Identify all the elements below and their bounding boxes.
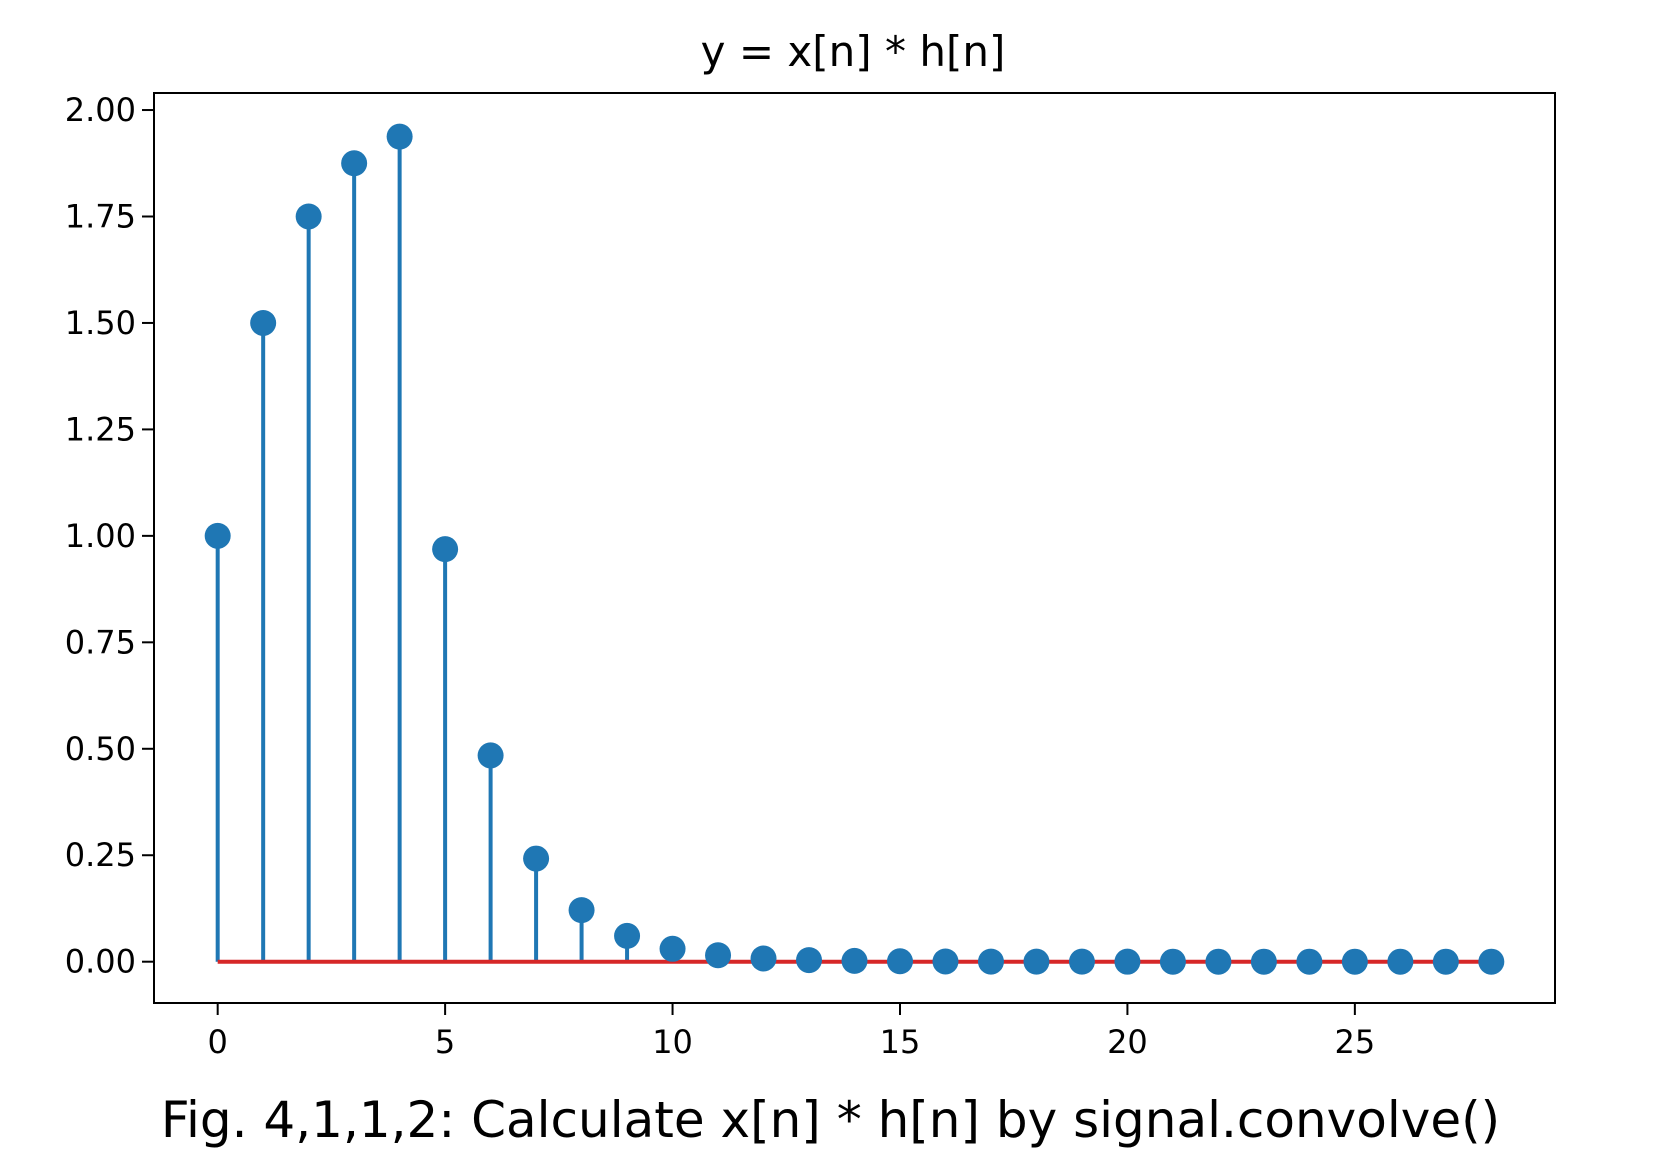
y-tick-label: 0.50: [65, 730, 136, 768]
y-tick-label: 1.00: [65, 517, 136, 555]
stem-marker: [1432, 948, 1459, 975]
plot-frame: [153, 92, 1556, 1004]
stem-marker: [841, 947, 868, 974]
stem-marker: [1387, 948, 1414, 975]
stem-marker: [1023, 948, 1050, 975]
figure-caption: Fig. 4,1,1,2: Calculate x[n] * h[n] by s…: [160, 1091, 1501, 1149]
stem-marker: [750, 945, 777, 972]
stem-marker: [477, 742, 504, 769]
stem-marker: [432, 536, 459, 563]
stem-marker: [1159, 948, 1186, 975]
stem-marker: [614, 922, 641, 949]
stem-marker: [386, 123, 413, 150]
y-tick-label: 1.25: [65, 410, 136, 448]
stem-marker: [523, 845, 550, 872]
stem-marker: [1068, 948, 1095, 975]
stem-marker: [204, 522, 231, 549]
x-tick-label: 10: [652, 1023, 693, 1061]
stem-marker: [705, 942, 732, 969]
stem-marker: [932, 948, 959, 975]
x-tick-label: 15: [880, 1023, 921, 1061]
stem-marker: [1296, 948, 1323, 975]
stem-marker: [886, 948, 913, 975]
x-tick-label: 0: [208, 1023, 228, 1061]
x-tick-label: 20: [1107, 1023, 1148, 1061]
y-axis: 0.00 0.25 0.50 0.75 1.00 1.25 1.50 1.75 2.00: [65, 91, 154, 981]
stem-marker: [1478, 948, 1505, 975]
stem-marker: [1250, 948, 1277, 975]
stem-lines: [215, 136, 1494, 962]
stem-marker: [295, 203, 322, 230]
stem-marker: [1205, 948, 1232, 975]
stem-marker: [250, 309, 277, 336]
y-tick-label: 1.75: [65, 197, 136, 235]
stem-marker: [568, 897, 595, 924]
stem-marker: [977, 948, 1004, 975]
y-tick-label: 1.50: [65, 304, 136, 342]
y-tick-label: 2.00: [65, 91, 136, 129]
stem-marker: [1114, 948, 1141, 975]
stem-marker: [1341, 948, 1368, 975]
stem-marker: [659, 935, 686, 962]
stem-marker: [796, 947, 823, 974]
x-axis: 0 5 10 15 20 25: [208, 1003, 1375, 1061]
y-tick-label: 0.75: [65, 623, 136, 661]
chart-title: y = x[n] * h[n]: [701, 27, 1006, 76]
stem-markers: [204, 123, 1505, 975]
x-tick-label: 5: [435, 1023, 455, 1061]
y-tick-label: 0.25: [65, 836, 136, 874]
y-tick-label: 0.00: [65, 943, 136, 981]
stem-marker: [341, 150, 368, 177]
x-tick-label: 25: [1334, 1023, 1375, 1061]
